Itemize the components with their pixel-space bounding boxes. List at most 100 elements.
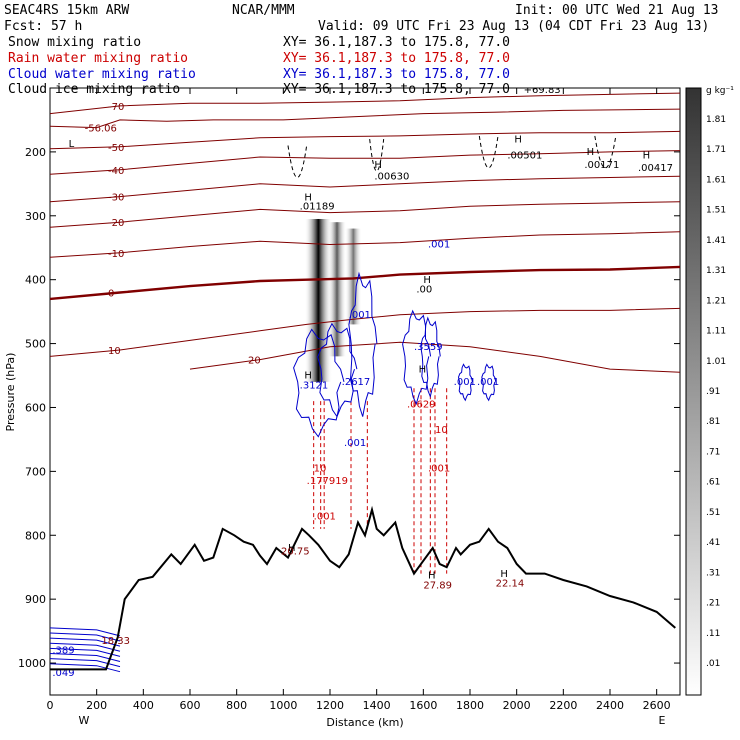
x-tick-label: 2400 [596, 699, 624, 712]
temperature-contour [189, 341, 680, 373]
colorbar-tick-label: 1.71 [706, 145, 726, 155]
y-tick-label: 1000 [18, 657, 46, 670]
y-tick-label: 200 [25, 146, 46, 159]
rain-water-label: .001 [314, 511, 336, 522]
header-center: NCAR/MMM [232, 3, 295, 18]
extremum-marker: L [69, 139, 75, 150]
temperature-contour-label: -56.06 [85, 124, 117, 135]
cloud-water-contour [348, 271, 378, 417]
rain-water-label: .0629 [407, 399, 436, 410]
cloud-water-label: .049 [52, 668, 74, 679]
temperature-contour-label: -50 [108, 143, 124, 154]
cloud-water-label: .001 [344, 438, 366, 449]
colorbar-tick-label: .71 [706, 447, 720, 457]
colorbar-tick-label: 1.81 [706, 115, 726, 125]
rain-water-label: 10 [314, 463, 327, 474]
extremum-marker: H [304, 371, 312, 382]
cloud-ice-contour [594, 135, 617, 169]
extremum-marker: H [643, 150, 651, 161]
surface-value-label: 20.75 [281, 546, 310, 557]
extremum-marker: H [304, 192, 312, 203]
snow-shading-column [344, 228, 362, 325]
cloud-water-contour [50, 658, 121, 668]
extremum-marker: H [428, 571, 436, 582]
plot-area: -70 -56.06 -50 -40 -30 -20 -10 0 10 20 .177919 10.… [50, 85, 680, 679]
colorbar-tick-label: 1.51 [706, 206, 726, 216]
header-init: Init: 00 UTC Wed 21 Aug 13 [515, 3, 719, 18]
temperature-contour-label: -40 [108, 166, 124, 177]
legend-snow-label: Snow mixing ratio [8, 35, 141, 50]
temperature-contour-label: 20 [248, 356, 261, 367]
cloud-water-contour [402, 309, 432, 406]
temperature-contour-label: -10 [108, 249, 124, 260]
colorbar-tick-label: .91 [706, 387, 720, 397]
cloud-water-contour [50, 642, 121, 652]
cloud-water-label: .001 [477, 377, 499, 388]
y-tick-label: 600 [25, 401, 46, 414]
header-title: SEAC4RS 15km ARW [4, 3, 129, 18]
temperature-contour [50, 231, 680, 258]
temperature-contour-label: -70 [108, 102, 124, 113]
cloud-ice-label: .00501 [507, 150, 542, 161]
surface-value-label: 18.33 [101, 636, 130, 647]
temperature-contour-label: -30 [108, 193, 124, 204]
extremum-marker: H [288, 543, 296, 554]
terrain-line [50, 505, 676, 671]
colorbar-unit: g kg⁻¹ [706, 86, 734, 96]
cloud-water-label: .001 [349, 310, 371, 321]
cloud-ice-label: .00 [416, 284, 432, 295]
legend-cloud-water-label: Cloud water mixing ratio [8, 67, 196, 82]
x-tick-label: 1200 [316, 699, 344, 712]
x-end-label-west: W [79, 714, 90, 727]
cloud-water-contour [50, 627, 121, 637]
cloud-ice-label: +69.83 [524, 85, 561, 96]
extremum-marker: H [423, 275, 431, 286]
colorbar-tick-label: 1.21 [706, 296, 726, 306]
colorbar-tick-label: .31 [706, 568, 720, 578]
legend-rain-label: Rain water mixing ratio [8, 51, 188, 66]
x-tick-label: 2200 [549, 699, 577, 712]
cloud-water-contour [420, 316, 441, 399]
cloud-ice-contour [478, 135, 499, 169]
extremum-marker: H [587, 147, 595, 158]
x-tick-label: 800 [226, 699, 247, 712]
cloud-water-label: .001 [428, 240, 450, 251]
surface-value-label: 22.14 [496, 578, 525, 589]
colorbar [685, 87, 702, 696]
cloud-water-label: .001 [454, 377, 476, 388]
x-tick-label: 600 [180, 699, 201, 712]
x-tick-label: 2600 [643, 699, 671, 712]
x-tick-label: 1600 [409, 699, 437, 712]
surface-value-label: 27.89 [423, 580, 452, 591]
x-tick-label: 1400 [363, 699, 391, 712]
cloud-water-contour [50, 663, 121, 673]
temperature-contour [50, 92, 680, 115]
snow-shading-column [327, 222, 347, 357]
cloud-water-label: .3121 [300, 380, 329, 391]
cloud-water-contour [50, 652, 121, 662]
plot-frame [49, 87, 681, 696]
x-tick-label: 1000 [269, 699, 297, 712]
cloud-ice-label: .00171 [584, 160, 619, 171]
x-tick-label: 200 [86, 699, 107, 712]
temperature-contour [50, 108, 680, 129]
colorbar-tick-label: .21 [706, 599, 720, 609]
cloud-ice-label: .01189 [300, 201, 335, 212]
x-tick-label: 2000 [503, 699, 531, 712]
header-forecast: Fcst: 57 h [4, 19, 82, 34]
temperature-contour [50, 201, 680, 228]
y-tick-label: 400 [25, 274, 46, 287]
colorbar-tick-label: .01 [706, 659, 720, 669]
y-tick-label: 300 [25, 210, 46, 223]
x-tick-label: 0 [47, 699, 54, 712]
cloud-water-label: .2617 [342, 377, 371, 388]
temperature-contour-label: 10 [108, 346, 121, 357]
cloud-water-contour [293, 328, 345, 438]
extremum-marker: H [374, 160, 382, 171]
temperature-contour [50, 150, 680, 175]
colorbar-tick-label: .81 [706, 417, 720, 427]
y-tick-label: 800 [25, 529, 46, 542]
header-valid: Valid: 09 UTC Fri 23 Aug 13 (04 CDT Fri … [318, 19, 709, 34]
colorbar-tick-label: .11 [706, 629, 720, 639]
extremum-marker: H [500, 569, 508, 580]
